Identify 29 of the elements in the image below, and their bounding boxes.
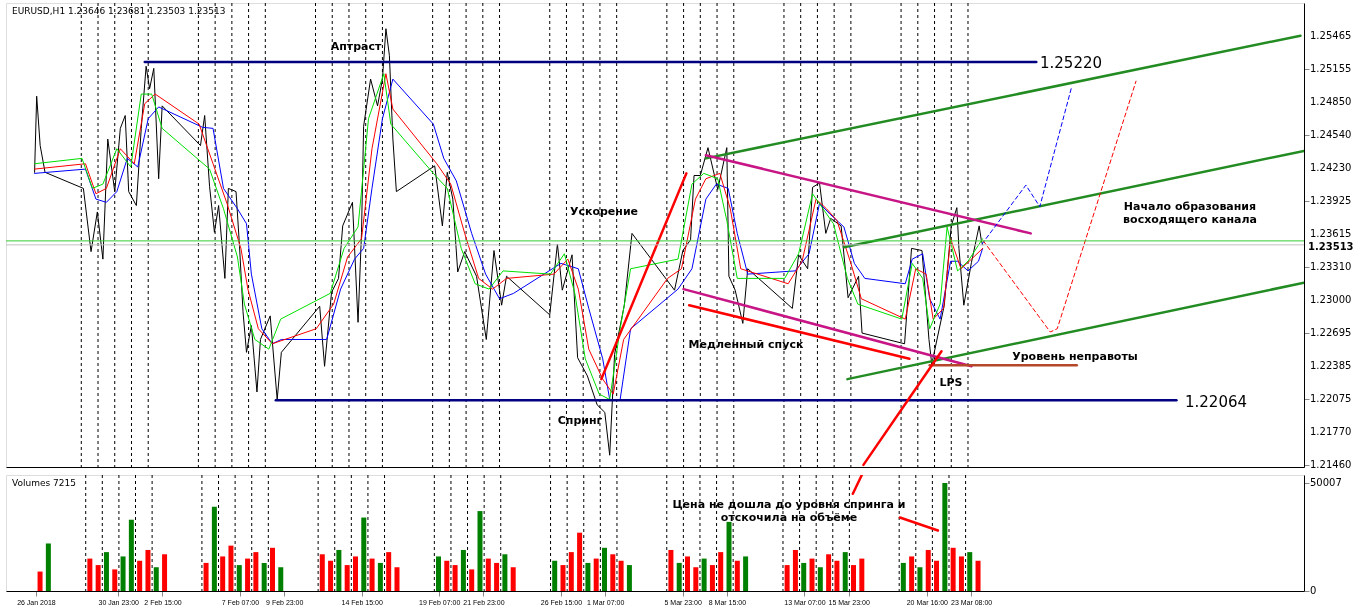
y-tick-label: 1.24230 bbox=[1310, 162, 1352, 174]
y-tick-label: 1.25155 bbox=[1310, 62, 1352, 74]
y-tick-label: 1.23615 bbox=[1310, 227, 1352, 239]
y-tick-label: 50007 bbox=[1310, 476, 1342, 488]
y-tick-label: 1.22385 bbox=[1310, 359, 1352, 371]
y-tick-label: 1.23925 bbox=[1310, 194, 1352, 206]
y-tick-label: 1.23310 bbox=[1310, 260, 1352, 272]
y-tick-label: 1.22695 bbox=[1310, 326, 1352, 338]
annotation: Начало образования восходящего канала bbox=[1123, 200, 1257, 226]
y-tick-label: 1.23000 bbox=[1310, 293, 1352, 305]
annotation: Ускорение bbox=[569, 205, 639, 218]
chart-title: EURUSD,H1 1.23646 1.23681 1.23503 1.23513 bbox=[12, 6, 226, 16]
y-tick-label: 0 bbox=[1310, 585, 1317, 596]
y-tick-label: 1.21770 bbox=[1310, 425, 1352, 437]
y-tick-label: 1.24540 bbox=[1310, 128, 1352, 140]
y-tick-label: 1.24850 bbox=[1310, 95, 1352, 107]
y-tick-label: 1.25465 bbox=[1310, 29, 1352, 41]
y-tick-label: 1.22075 bbox=[1310, 392, 1352, 404]
y-tick-label: 1.21460 bbox=[1310, 458, 1352, 470]
annotation: Аптраст bbox=[330, 40, 382, 53]
annotation: Уровень неправоты bbox=[1012, 350, 1138, 363]
annotation: LPS bbox=[939, 376, 963, 389]
chart-title: Volumes 7215 bbox=[12, 478, 76, 488]
annotation: Спринг bbox=[557, 414, 603, 427]
ref-line-label: 1.23513 bbox=[1308, 240, 1354, 252]
annotation: Цена не дошла до уровня спринга и отскочила на объёме bbox=[672, 498, 906, 524]
annotation: Медленный спуск bbox=[688, 338, 804, 351]
annotation: 1.25220 bbox=[1039, 54, 1103, 72]
annotation: 1.22064 bbox=[1184, 393, 1248, 411]
